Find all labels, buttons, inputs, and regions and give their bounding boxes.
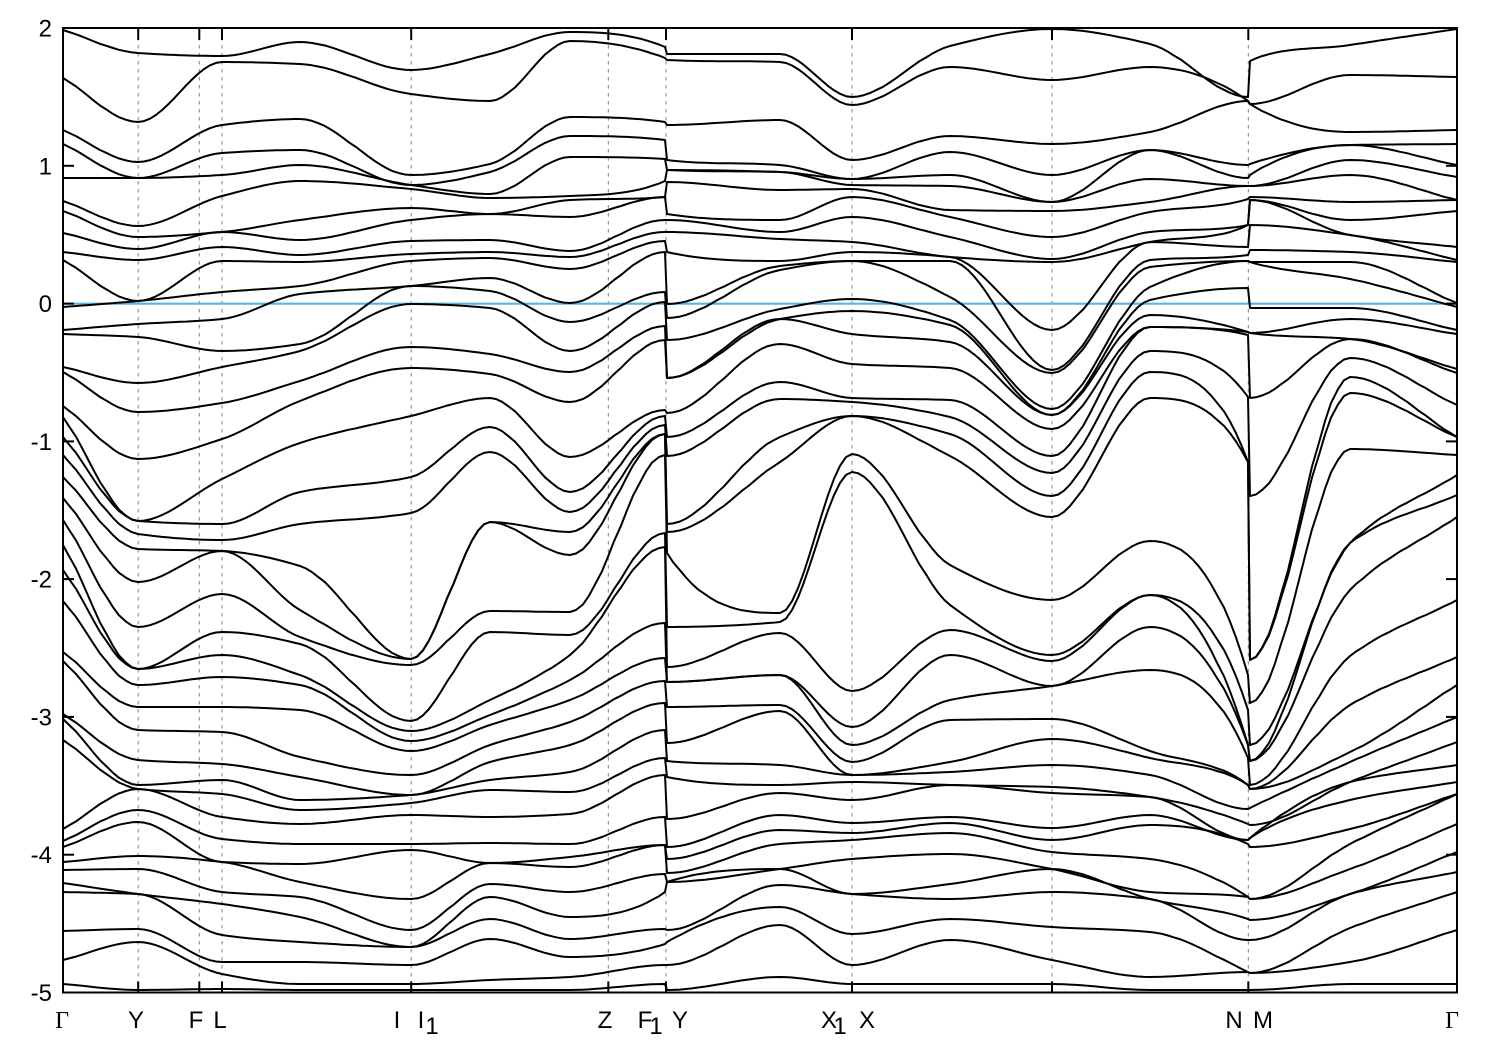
- svg-text:0: 0: [39, 291, 52, 318]
- svg-text:I: I: [418, 1007, 425, 1034]
- svg-text:-2: -2: [31, 567, 52, 594]
- svg-text:1: 1: [425, 1013, 438, 1040]
- svg-text:Γ: Γ: [1445, 1008, 1459, 1034]
- svg-text:2: 2: [39, 16, 52, 43]
- svg-text:-5: -5: [31, 980, 52, 1007]
- svg-text:Y: Y: [128, 1007, 144, 1034]
- svg-text:1: 1: [649, 1013, 662, 1040]
- svg-text:1: 1: [39, 153, 52, 180]
- svg-text:Γ: Γ: [55, 1008, 69, 1034]
- svg-text:X: X: [859, 1007, 875, 1034]
- svg-text:-3: -3: [31, 704, 52, 731]
- svg-text:-4: -4: [31, 842, 52, 869]
- svg-text:N: N: [1225, 1007, 1242, 1034]
- svg-text:I: I: [394, 1007, 401, 1034]
- svg-text:-1: -1: [31, 429, 52, 456]
- svg-text:F: F: [189, 1007, 204, 1034]
- svg-text:Y: Y: [672, 1007, 688, 1034]
- svg-text:1: 1: [833, 1013, 846, 1040]
- svg-text:X: X: [821, 1007, 837, 1034]
- svg-text:F: F: [638, 1007, 653, 1034]
- svg-text:L: L: [213, 1007, 226, 1034]
- svg-text:M: M: [1253, 1007, 1273, 1034]
- svg-text:Z: Z: [598, 1007, 613, 1034]
